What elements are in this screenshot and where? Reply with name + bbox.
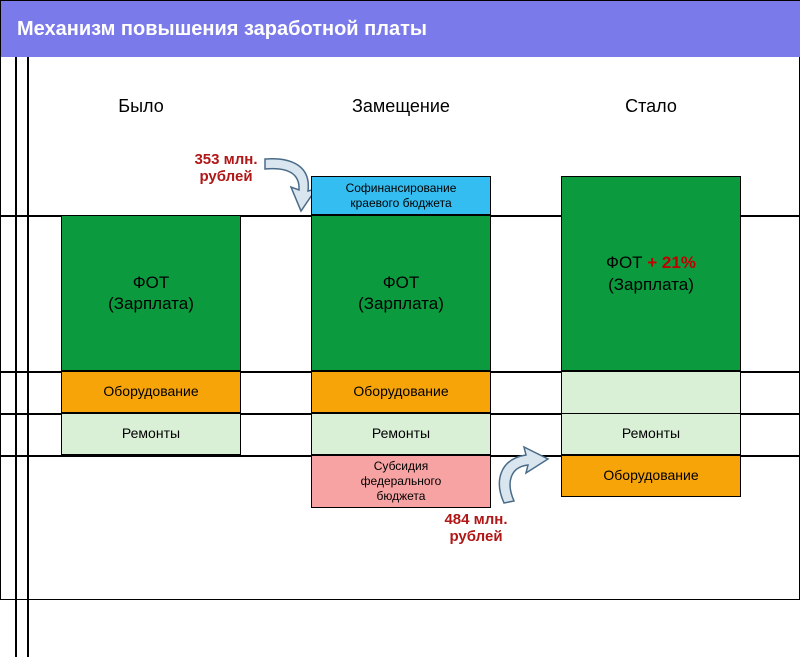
repl-fot-line2: (Зарплата) <box>358 293 444 314</box>
now-fot-plus21: + 21% <box>647 253 696 272</box>
was-equip-label: Оборудование <box>103 383 198 401</box>
callout-top-text: 353 млн. рублей <box>194 151 257 185</box>
now-fot-block: ФОТ + 21% (Зарплата) <box>561 176 741 371</box>
repl-equip-label: Оборудование <box>353 383 448 401</box>
repl-fot-label: ФОТ (Зарплата) <box>358 272 444 315</box>
was-fot-label: ФОТ (Зарплата) <box>108 272 194 315</box>
now-repairs-block: Ремонты <box>561 413 741 455</box>
now-equipment-block: Оборудование <box>561 455 741 497</box>
now-fot-line1: ФОТ + 21% <box>606 252 696 273</box>
repl-subsidy-block: Субсидия федерального бюджета <box>311 455 491 508</box>
now-fot-prefix: ФОТ <box>606 253 647 272</box>
repl-equipment-block: Оборудование <box>311 371 491 413</box>
was-fot-line2: (Зарплата) <box>108 293 194 314</box>
was-fot-block: ФОТ (Зарплата) <box>61 215 241 371</box>
was-equipment-block: Оборудование <box>61 371 241 413</box>
repl-subsidy-label: Субсидия федерального бюджета <box>361 459 442 504</box>
now-pad-block <box>561 371 741 413</box>
repl-cofinance-label: Софинансирование краевого бюджета <box>346 181 457 211</box>
now-repairs-label: Ремонты <box>622 425 680 443</box>
repl-repairs-label: Ремонты <box>372 425 430 443</box>
repl-repairs-block: Ремонты <box>311 413 491 455</box>
col-header-was: Было <box>41 96 241 117</box>
repl-fot-line1: ФОТ <box>358 272 444 293</box>
was-fot-line1: ФОТ <box>108 272 194 293</box>
now-fot-label: ФОТ + 21% (Зарплата) <box>606 252 696 295</box>
was-repairs-block: Ремонты <box>61 413 241 455</box>
now-equip-label: Оборудование <box>603 467 698 485</box>
repl-cofinance-block: Софинансирование краевого бюджета <box>311 176 491 215</box>
repl-fot-block: ФОТ (Зарплата) <box>311 215 491 371</box>
left-rule-2 <box>27 57 29 657</box>
arrow-bottom-icon <box>486 441 558 513</box>
slide-title-bar: Механизм повышения заработной платы <box>1 1 800 57</box>
slide-root: Механизм повышения заработной платы Было… <box>0 0 800 600</box>
callout-bottom-text: 484 млн. рублей <box>444 511 507 545</box>
callout-bottom: 484 млн. рублей <box>431 511 521 546</box>
col-header-repl: Замещение <box>301 96 501 117</box>
left-rule-1 <box>15 57 17 657</box>
col-header-now: Стало <box>551 96 751 117</box>
now-fot-line2: (Зарплата) <box>606 274 696 295</box>
was-repairs-label: Ремонты <box>122 425 180 443</box>
slide-title: Механизм повышения заработной платы <box>17 18 427 41</box>
